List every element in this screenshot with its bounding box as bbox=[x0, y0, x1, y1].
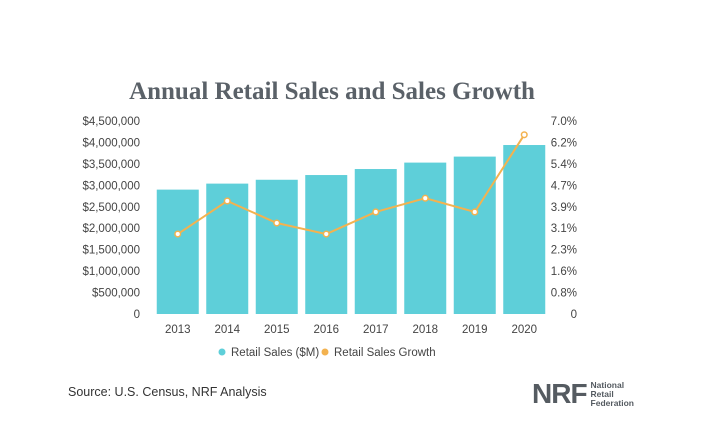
legend-swatch-sales-growth bbox=[321, 348, 329, 356]
growth-point bbox=[273, 219, 281, 227]
left-tick-label: $2,000,000 bbox=[82, 223, 140, 235]
logo-line-3: Federation bbox=[590, 397, 634, 408]
x-tick-label: 2015 bbox=[264, 324, 290, 336]
line-series bbox=[174, 131, 528, 238]
bar bbox=[503, 145, 546, 314]
growth-point bbox=[174, 230, 182, 238]
left-tick-label: $3,000,000 bbox=[82, 180, 140, 192]
right-tick-label: 3.1% bbox=[551, 223, 577, 235]
bar-series bbox=[156, 145, 546, 314]
x-tick-label: 2017 bbox=[363, 324, 389, 336]
left-tick-label: $4,000,000 bbox=[82, 137, 140, 149]
left-axis: $4,500,000 $4,000,000 $3,500,000 $3,000,000… bbox=[82, 116, 140, 321]
x-tick-label: 2014 bbox=[214, 324, 240, 336]
x-tick-label: 2018 bbox=[412, 324, 438, 336]
legend-swatch-retail-sales bbox=[218, 348, 226, 356]
left-tick-label: $2,500,000 bbox=[82, 202, 140, 214]
legend-label-retail-sales: Retail Sales ($M) bbox=[231, 347, 319, 359]
legend: Retail Sales ($M) Retail Sales Growth bbox=[218, 347, 436, 359]
growth-point bbox=[471, 208, 479, 216]
left-tick-label: $1,000,000 bbox=[82, 266, 140, 278]
bar bbox=[255, 179, 298, 314]
right-tick-label: 0 bbox=[571, 309, 577, 321]
bar bbox=[206, 183, 249, 314]
right-tick-label: 4.7% bbox=[551, 180, 577, 192]
source-note: Source: U.S. Census, NRF Analysis bbox=[68, 385, 267, 399]
bar bbox=[305, 175, 348, 314]
left-tick-label: $4,500,000 bbox=[82, 116, 140, 128]
left-tick-label: 0 bbox=[134, 309, 140, 321]
right-tick-label: 5.4% bbox=[551, 159, 577, 171]
bar bbox=[453, 156, 496, 314]
x-tick-label: 2020 bbox=[511, 324, 537, 336]
growth-point bbox=[372, 208, 380, 216]
legend-label-sales-growth: Retail Sales Growth bbox=[334, 347, 436, 359]
right-tick-label: 2.3% bbox=[551, 245, 577, 257]
x-tick-label: 2016 bbox=[313, 324, 339, 336]
right-tick-label: 0.8% bbox=[551, 288, 577, 300]
right-tick-label: 3.9% bbox=[551, 202, 577, 214]
right-axis: 7.0% 6.2% 5.4% 4.7% 3.9% 3.1% 2.3% 1.6% 0.8% 0 bbox=[551, 116, 577, 321]
nrf-logo: NRF National Retail Federation bbox=[532, 380, 634, 408]
growth-point bbox=[322, 230, 330, 238]
x-tick-label: 2013 bbox=[165, 324, 191, 336]
growth-point bbox=[223, 197, 231, 205]
growth-line bbox=[177, 134, 526, 236]
x-axis: 2013 2014 2015 2016 2017 2018 2019 2020 bbox=[165, 324, 537, 336]
left-tick-label: $500,000 bbox=[92, 288, 140, 300]
right-tick-label: 7.0% bbox=[551, 116, 577, 128]
bar bbox=[404, 162, 447, 314]
growth-point bbox=[520, 131, 528, 139]
logo-mark: NRF bbox=[532, 378, 588, 409]
right-tick-label: 1.6% bbox=[551, 266, 577, 278]
logo-text: National Retail Federation bbox=[590, 379, 634, 408]
bar bbox=[156, 189, 199, 314]
chart-title: Annual Retail Sales and Sales Growth bbox=[129, 78, 535, 105]
logo-line-2: Retail bbox=[590, 388, 614, 399]
growth-point bbox=[421, 194, 429, 202]
right-tick-label: 6.2% bbox=[551, 137, 577, 149]
bar bbox=[354, 169, 397, 314]
logo-line-1: National bbox=[590, 379, 625, 390]
left-tick-label: $3,500,000 bbox=[82, 159, 140, 171]
left-tick-label: $1,500,000 bbox=[82, 245, 140, 257]
x-tick-label: 2019 bbox=[462, 324, 488, 336]
